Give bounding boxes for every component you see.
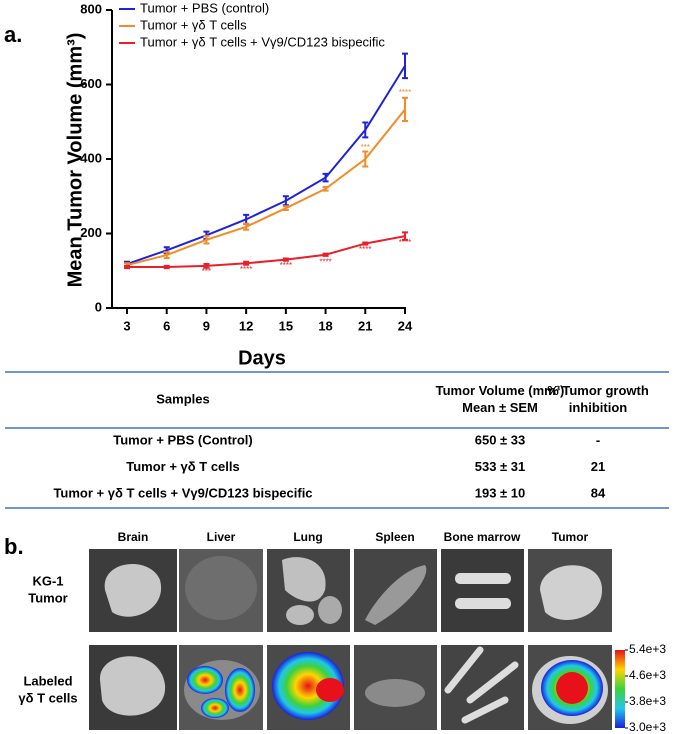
significance-annotation: ****: [359, 245, 371, 254]
x-tick-label: 24: [398, 318, 413, 333]
error-bar: [124, 264, 130, 270]
y-axis-label: Mean Tumor Volume (mm³): [64, 33, 86, 288]
error-bar: [362, 150, 369, 168]
table-header: Mean ± SEM: [462, 400, 538, 415]
significance-annotation: ****: [240, 265, 252, 274]
panel-label: b.: [4, 534, 24, 559]
error-bar: [282, 257, 289, 262]
table-cell: 650 ± 33: [475, 432, 526, 447]
column-label: Bone marrow: [444, 530, 521, 544]
error-bar: [163, 264, 170, 270]
y-tick-label: 200: [80, 225, 102, 240]
series-line: [127, 235, 406, 269]
y-tick-label: 400: [80, 150, 102, 165]
colorbar: [615, 650, 625, 728]
error-bar: [322, 252, 329, 257]
significance-annotation: ****: [280, 261, 292, 270]
x-tick-label: 15: [279, 318, 293, 333]
table-cell: Tumor + PBS (Control): [113, 432, 253, 447]
imaging-tiles: [89, 549, 612, 730]
error-bar: [203, 235, 210, 245]
column-label: Tumor: [552, 530, 589, 544]
significance-annotation: ****: [319, 257, 331, 266]
error-bar: [203, 263, 210, 269]
colorbar-tick-label: 4.6e+3: [629, 668, 666, 682]
table-cell: 84: [591, 485, 606, 500]
table-header: inhibition: [569, 400, 628, 415]
table-cell: 193 ± 10: [475, 485, 526, 500]
significance-annotation: ****: [399, 238, 411, 247]
series-line: [126, 65, 406, 265]
error-bar: [282, 195, 289, 207]
row-label: Tumor: [28, 590, 67, 605]
table-header: % Tumor growth: [547, 383, 649, 398]
y-tick-label: 800: [80, 1, 102, 16]
table-cell: 21: [591, 459, 605, 474]
x-tick-label: 9: [203, 318, 210, 333]
error-bar: [362, 241, 369, 246]
table-cell: Tumor + γδ T cells: [126, 459, 239, 474]
legend-label: Tumor + PBS (control): [140, 0, 269, 15]
row-label: Labeled: [23, 673, 72, 688]
error-bar: [322, 185, 329, 192]
error-bar: [362, 121, 369, 139]
table-cell: Tumor + γδ T cells + Vγ9/CD123 bispecifi…: [53, 485, 312, 500]
colorbar-tick-label: 3.8e+3: [629, 694, 666, 708]
row-label: KG-1: [32, 573, 63, 588]
x-tick-label: 6: [163, 318, 170, 333]
error-bar: [243, 222, 250, 231]
x-tick-label: 12: [239, 318, 253, 333]
legend-label: Tumor + γδ T cells: [140, 17, 247, 32]
error-bar: [402, 52, 408, 80]
colorbar-tick-label: 5.4e+3: [629, 642, 666, 656]
x-axis-label: Days: [238, 347, 286, 369]
error-bar: [243, 260, 250, 266]
legend-label: Tumor + γδ T cells + Vγ9/CD123 bispecifi…: [140, 34, 385, 49]
column-label: Spleen: [375, 530, 414, 544]
error-bar: [402, 96, 408, 123]
x-tick-label: 18: [318, 318, 332, 333]
y-tick-label: 0: [95, 299, 102, 314]
error-bar: [402, 231, 408, 241]
column-label: Brain: [118, 530, 149, 544]
table-cell: 533 ± 31: [475, 459, 526, 474]
x-tick-label: 3: [123, 318, 130, 333]
series-line: [126, 108, 406, 267]
table-cell: -: [596, 432, 600, 447]
column-label: Lung: [293, 530, 322, 544]
error-bar: [282, 205, 289, 212]
y-tick-label: 600: [80, 76, 102, 91]
error-bar: [322, 172, 329, 183]
significance-annotation: ****: [399, 88, 411, 97]
colorbar-tick-label: 3.0e+3: [629, 720, 666, 734]
error-bar: [163, 251, 170, 260]
column-label: Liver: [207, 530, 236, 544]
panel-label: a.: [4, 22, 22, 47]
table-header: Samples: [156, 391, 209, 406]
table-header: Tumor Volume (mm³): [436, 383, 565, 398]
x-tick-label: 21: [358, 318, 372, 333]
significance-annotation: ***: [202, 267, 211, 276]
significance-annotation: ***: [361, 143, 370, 152]
row-label: γδ T cells: [18, 690, 77, 705]
